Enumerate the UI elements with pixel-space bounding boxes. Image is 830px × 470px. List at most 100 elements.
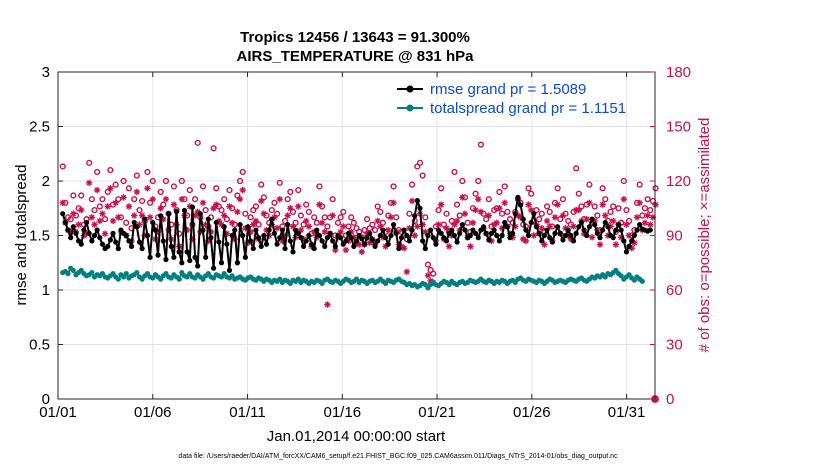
obs-possible-marker [112, 181, 119, 188]
obs-assimilated-stroke [210, 205, 217, 211]
rmse-point [486, 237, 492, 243]
obs-assimilated-marker [625, 232, 633, 239]
obs-possible-marker [274, 210, 281, 217]
rmse-point [531, 211, 537, 217]
obs-assimilated-stroke [584, 216, 590, 222]
obs-possible-marker [162, 177, 170, 185]
obs-assimilated-stroke [589, 234, 595, 241]
legend: rmse grand pr = 1.5089 totalspread grand… [397, 81, 626, 117]
rmse-point [271, 230, 278, 236]
x-tick-label: 01/06 [134, 404, 172, 421]
rmse-point [210, 265, 217, 271]
rmse-point [430, 235, 436, 241]
obs-assimilated-marker [284, 212, 291, 219]
obs-possible-marker [361, 226, 368, 234]
obs-possible-marker [559, 196, 567, 203]
rmse-point [237, 222, 243, 228]
y-axis-label: rmse and totalspread [13, 165, 30, 306]
obs-assimilated-stroke [340, 223, 346, 230]
obs-possible-marker [260, 194, 267, 201]
rmse-point [232, 227, 238, 233]
obs-assimilated-marker [276, 195, 283, 203]
obs-possible-marker [234, 192, 241, 199]
obs-assimilated-marker [239, 186, 246, 194]
rmse-point [584, 232, 590, 239]
rmse-point [324, 235, 330, 241]
y-tick-label: 3 [42, 64, 50, 81]
rmse-point [594, 230, 600, 236]
obs-possible-marker [435, 206, 442, 214]
obs-possible-marker [146, 199, 154, 206]
obs-assimilated-stroke [94, 187, 100, 193]
obs-assimilated-marker [109, 217, 117, 225]
obs-possible-marker [573, 165, 580, 172]
obs-assimilated-marker [403, 268, 410, 276]
rmse-point [65, 227, 71, 233]
rmse-point [404, 232, 410, 239]
obs-assimilated-marker [305, 223, 313, 230]
obs-assimilated-marker [75, 221, 82, 228]
obs-possible-marker [247, 214, 254, 221]
obs-assimilated-stroke [218, 221, 225, 228]
spread-point [123, 271, 129, 277]
obs-assimilated-stroke [258, 198, 264, 204]
obs-assimilated-stroke [343, 247, 349, 253]
obs-possible-marker [348, 214, 355, 221]
obs-assimilated-stroke [277, 196, 283, 202]
x-tick-label: 01/26 [513, 404, 551, 421]
obs-assimilated-marker [435, 221, 442, 228]
obs-assimilated-stroke [110, 218, 116, 224]
obs-assimilated-stroke [322, 229, 328, 235]
rmse-point [613, 227, 619, 233]
obs-possible-marker [422, 214, 429, 221]
obs-assimilated-stroke [250, 221, 256, 228]
obs-possible-marker [644, 196, 651, 203]
rmse-point [568, 232, 574, 239]
obs-possible-marker [70, 192, 77, 199]
rmse-point [245, 224, 251, 230]
obs-assimilated-stroke [478, 209, 484, 215]
rmse-point [205, 216, 211, 222]
obs-possible-marker [133, 172, 140, 179]
rmse-point [184, 249, 190, 255]
rmse-point [467, 232, 473, 239]
obs-assimilated-stroke [576, 207, 582, 213]
obs-assimilated-stroke [406, 225, 413, 231]
rmse-point [602, 219, 608, 226]
obs-assimilated-stroke [157, 205, 164, 211]
rmse-point [277, 235, 283, 241]
obs-possible-marker [379, 219, 387, 226]
obs-possible-marker [340, 208, 347, 215]
obs-assimilated-marker [236, 195, 244, 203]
obs-assimilated-stroke [332, 247, 339, 253]
rmse-point [203, 254, 209, 260]
y-tick-label: 1.5 [29, 228, 50, 245]
obs-assimilated-marker [501, 199, 508, 206]
rmse-point [512, 211, 518, 217]
obs-possible-marker [96, 203, 103, 210]
rmse-point [629, 238, 635, 244]
rmse-point [163, 256, 169, 263]
legend-rmse-label: rmse grand pr = 1.5089 [430, 81, 586, 98]
rmse-point [597, 235, 603, 241]
obs-assimilated-stroke [329, 212, 336, 219]
rmse-point [562, 232, 569, 239]
obs-possible-marker [602, 196, 609, 203]
obs-possible-marker [546, 208, 553, 215]
obs-assimilated-stroke [112, 200, 119, 206]
obs-assimilated-marker [358, 248, 365, 256]
obs-possible-marker [475, 177, 482, 185]
obs-assimilated-marker [385, 226, 392, 234]
rmse-point [510, 230, 516, 236]
rmse-point [195, 263, 201, 269]
obs-possible-marker [501, 183, 508, 190]
rmse-point [314, 227, 320, 233]
obs-assimilated-marker [411, 232, 418, 239]
obs-assimilated-marker [70, 210, 77, 217]
obs-assimilated-stroke [274, 225, 280, 231]
rmse-point [258, 243, 264, 249]
obs-assimilated-stroke [107, 185, 114, 191]
obs-possible-marker [91, 206, 98, 214]
obs-possible-marker [451, 168, 458, 176]
obs-assimilated-marker [612, 241, 620, 248]
